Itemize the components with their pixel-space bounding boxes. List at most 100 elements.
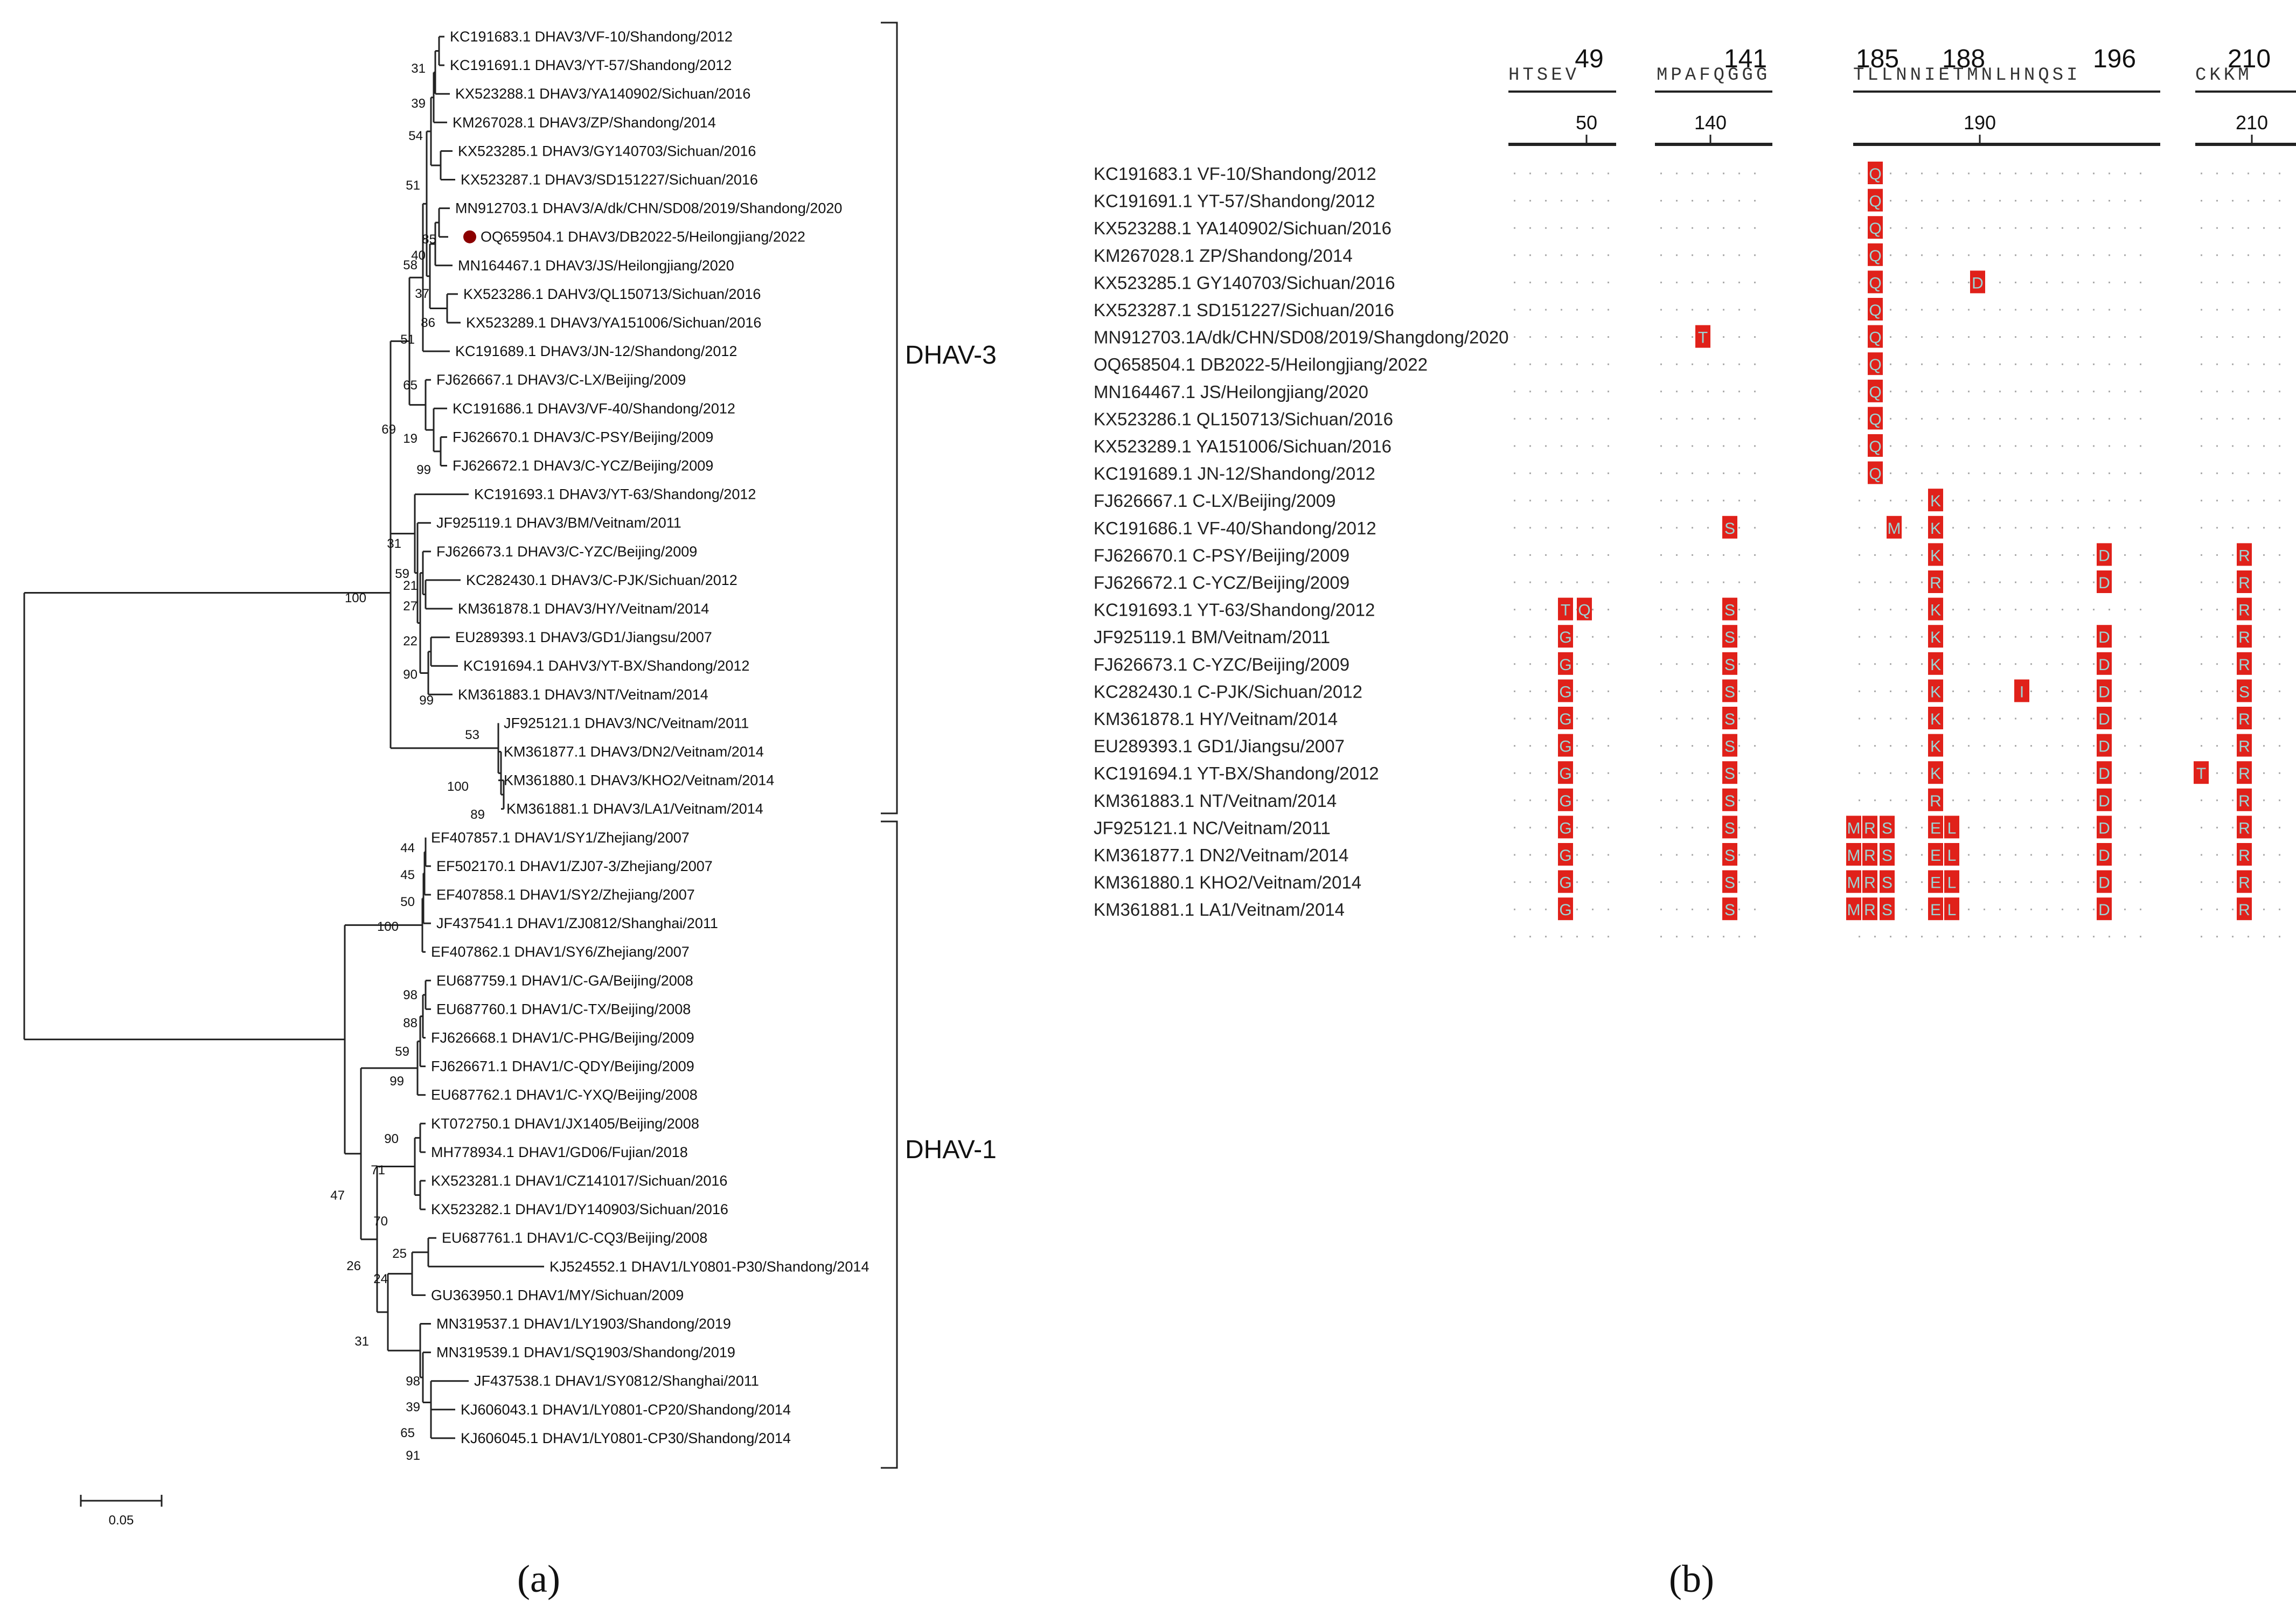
mutation-box — [2237, 870, 2252, 893]
sequence-name: KX523286.1 QL150713/Sichuan/2016 — [1094, 409, 1393, 429]
tip-label: KC191686.1 DHAV3/VF-40/Shandong/2012 — [453, 400, 735, 416]
mutation-box — [1928, 679, 1943, 702]
clade-label: DHAV-1 — [905, 1136, 997, 1164]
mutation-residue: Q — [1869, 274, 1881, 292]
bootstrap-value: 69 — [381, 422, 396, 437]
ruler-label: 190 — [1964, 112, 1996, 134]
tip-label: JF925121.1 DHAV3/NC/Veitnam/2011 — [504, 715, 749, 731]
bootstrap-value: 100 — [447, 779, 469, 794]
mutation-residue: R — [2238, 819, 2250, 837]
mutation-residue: Q — [1869, 220, 1881, 238]
position-label: 185 — [1856, 45, 1899, 73]
mutation-box — [1928, 652, 1943, 675]
tip-label: KC191683.1 DHAV3/VF-10/Shandong/2012 — [450, 29, 733, 45]
bootstrap-value: 50 — [400, 895, 415, 909]
sequence-name: KM267028.1 ZP/Shandong/2014 — [1094, 246, 1353, 266]
tip-label: KJ606043.1 DHAV1/LY0801-CP20/Shandong/20… — [461, 1402, 791, 1418]
tip-label: KX523288.1 DHAV3/YA140902/Sichuan/2016 — [455, 86, 750, 102]
bootstrap-value: 99 — [389, 1074, 404, 1089]
clade-bracket — [881, 820, 898, 1469]
sequence-name: EU289393.1 GD1/Jiangsu/2007 — [1094, 736, 1345, 756]
mutation-box — [2237, 734, 2252, 757]
mutation-residue: Q — [1869, 465, 1881, 483]
mutation-box — [1846, 897, 1861, 921]
tip-label: JF437538.1 DHAV1/SY0812/Shanghai/2011 — [474, 1373, 759, 1389]
panel-label-b: (b) — [1669, 1557, 1714, 1600]
tip-label: EF407858.1 DHAV1/SY2/Zhejiang/2007 — [436, 887, 695, 903]
tip-label: GU363950.1 DHAV1/MY/Sichuan/2009 — [431, 1287, 684, 1303]
mutation-box — [1928, 707, 1943, 729]
sequence-name: KM361878.1 HY/Veitnam/2014 — [1094, 709, 1338, 729]
mutation-residue: K — [1930, 492, 1941, 510]
tip-label: KT072750.1 DHAV1/JX1405/Beijing/2008 — [431, 1116, 699, 1132]
mutation-box — [1970, 270, 1985, 294]
bootstrap-value: 90 — [403, 667, 418, 682]
mutation-residue: D — [2098, 574, 2110, 592]
mutation-residue: S — [1724, 520, 1735, 538]
mutation-residue: R — [2238, 792, 2250, 810]
mutation-residue: S — [1724, 711, 1735, 728]
mutation-box — [1887, 516, 1902, 539]
mutation-residue: S — [1724, 738, 1735, 756]
sequence-name: KC282430.1 C-PJK/Sichuan/2012 — [1094, 681, 1362, 701]
mutation-box — [2237, 761, 2252, 784]
mutation-residue: R — [2238, 901, 2250, 919]
sequence-name: JF925121.1 NC/Veitnam/2011 — [1094, 818, 1331, 838]
mutation-residue: R — [2238, 765, 2250, 783]
mutation-residue: L — [1947, 874, 1957, 892]
mutation-box — [1558, 679, 1573, 702]
mutation-box — [1862, 897, 1877, 921]
mutation-box — [1722, 816, 1737, 839]
tip-label: MN319539.1 DHAV1/SQ1903/Shandong/2019 — [436, 1345, 735, 1361]
bootstrap-value: 31 — [387, 537, 401, 551]
mutation-box — [1722, 843, 1737, 866]
mutation-box — [1928, 489, 1943, 512]
mutation-residue: G — [1559, 847, 1571, 865]
mutation-box — [1558, 597, 1573, 621]
bootstrap-value: 31 — [354, 1334, 369, 1349]
mutation-residue: D — [2098, 738, 2110, 756]
bootstrap-value: 44 — [400, 841, 415, 855]
bootstrap-value: 65 — [400, 1426, 415, 1440]
mutation-residue: M — [1847, 819, 1861, 837]
alignment-panel: 49 141 185 188 196 210 HTSEV MPAFQGGG TLLNNIETMN… — [1094, 45, 2296, 938]
tip-label: FJ626671.1 DHAV1/C-QDY/Beijing/2009 — [431, 1058, 694, 1075]
mutation-box — [1868, 407, 1883, 430]
bootstrap-value: 90 — [384, 1132, 399, 1146]
mutation-residue: T — [1698, 329, 1708, 347]
mutation-box — [1722, 761, 1737, 784]
bootstrap-value: 39 — [406, 1400, 420, 1415]
mutation-box — [1928, 734, 1943, 757]
mutation-residue: S — [1882, 847, 1893, 865]
mutation-box — [2194, 761, 2209, 784]
sequence-name: KC191693.1 YT-63/Shandong/2012 — [1094, 600, 1375, 620]
mutation-residue: R — [2238, 629, 2250, 646]
tip-label: KM361878.1 DHAV3/HY/Veitnam/2014 — [458, 601, 709, 617]
mutation-box — [1722, 897, 1737, 921]
tip-label: FJ626668.1 DHAV1/C-PHG/Beijing/2009 — [431, 1030, 694, 1046]
tip-label: OQ659504.1 DHAV3/DB2022-5/Heilongjiang/2… — [481, 229, 805, 245]
mutation-box — [1868, 434, 1883, 457]
mutation-residue: R — [1864, 819, 1876, 837]
mutation-box — [2237, 570, 2252, 593]
mutation-residue: G — [1559, 738, 1571, 756]
mutation-box — [1868, 216, 1883, 239]
mutation-residue: Q — [1578, 602, 1590, 619]
mutation-residue: R — [2238, 847, 2250, 865]
mutation-residue: R — [2238, 547, 2250, 565]
consensus-sequence: TLLNNIETMNLHNQSI — [1853, 65, 2081, 86]
mutation-box — [2097, 652, 2112, 675]
tip-label: KX523281.1 DHAV1/CZ141017/Sichuan/2016 — [431, 1173, 727, 1189]
mutation-box — [1722, 516, 1737, 539]
sequence-name: MN164467.1 JS/Heilongjiang/2020 — [1094, 382, 1368, 402]
mutation-box — [2097, 543, 2112, 566]
mutation-box — [2237, 543, 2252, 566]
mutation-box — [1868, 162, 1883, 184]
mutation-box — [1558, 788, 1573, 811]
mutation-box — [1944, 843, 1959, 866]
bootstrap-value: 58 — [403, 258, 418, 273]
mutation-residue: L — [1947, 819, 1957, 837]
bootstrap-value: 70 — [373, 1214, 388, 1229]
mutation-box — [1558, 707, 1573, 729]
bootstrap-value: 100 — [345, 591, 366, 605]
